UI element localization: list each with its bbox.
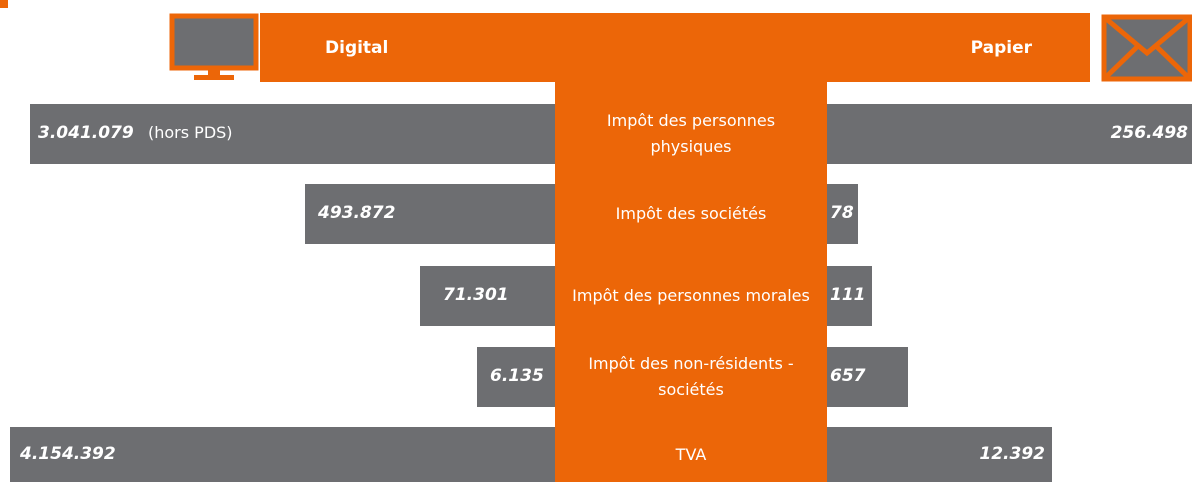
digital-bar xyxy=(30,104,555,164)
tax-label: Impôt des sociétés xyxy=(571,184,811,244)
paper-value: 256.498 xyxy=(1110,123,1188,143)
tax-label-text: TVA xyxy=(675,444,707,464)
tax-label: TVA xyxy=(571,427,811,482)
paper-bar xyxy=(827,266,872,326)
paper-value: 657 xyxy=(830,366,866,386)
paper-bar xyxy=(827,104,1192,164)
paper-bar xyxy=(827,184,858,244)
monitor-icon xyxy=(169,13,259,80)
center-column xyxy=(555,82,827,482)
tax-label-text: Impôt des personnes physiques xyxy=(606,111,776,156)
paper-bar xyxy=(827,347,908,407)
tax-label: Impôt des non-résidents - sociétés xyxy=(571,347,811,407)
paper-value: 111 xyxy=(830,285,866,305)
digital-bar xyxy=(10,427,555,482)
digital-note: (hors PDS) xyxy=(148,123,233,142)
digital-value: 4.154.392 xyxy=(20,443,116,464)
tax-label: Impôt des personnes physiques xyxy=(571,104,811,164)
digital-header: Digital xyxy=(325,38,389,58)
digital-bar xyxy=(420,266,555,326)
tax-label-text: Impôt des personnes morales xyxy=(572,286,810,305)
envelope-icon xyxy=(1101,14,1192,82)
tax-label-text: Impôt des non-résidents - sociétés xyxy=(588,354,794,399)
digital-value: 6.135 xyxy=(490,366,544,386)
digital-bar xyxy=(305,184,555,244)
paper-value: 12.392 xyxy=(979,443,1045,464)
header-bar xyxy=(260,13,1090,82)
paper-header: Papier xyxy=(970,38,1032,58)
paper-value: 78 xyxy=(830,203,854,223)
digital-value: 3.041.079 xyxy=(38,123,134,143)
digital-value: 71.301 xyxy=(443,285,509,305)
tax-label-text: Impôt des sociétés xyxy=(615,204,767,223)
paper-bar xyxy=(827,427,1052,482)
corner-mark xyxy=(0,0,8,8)
digital-value: 493.872 xyxy=(318,203,396,223)
digital-bar xyxy=(477,347,555,407)
tax-label: Impôt des personnes morales xyxy=(571,266,811,326)
